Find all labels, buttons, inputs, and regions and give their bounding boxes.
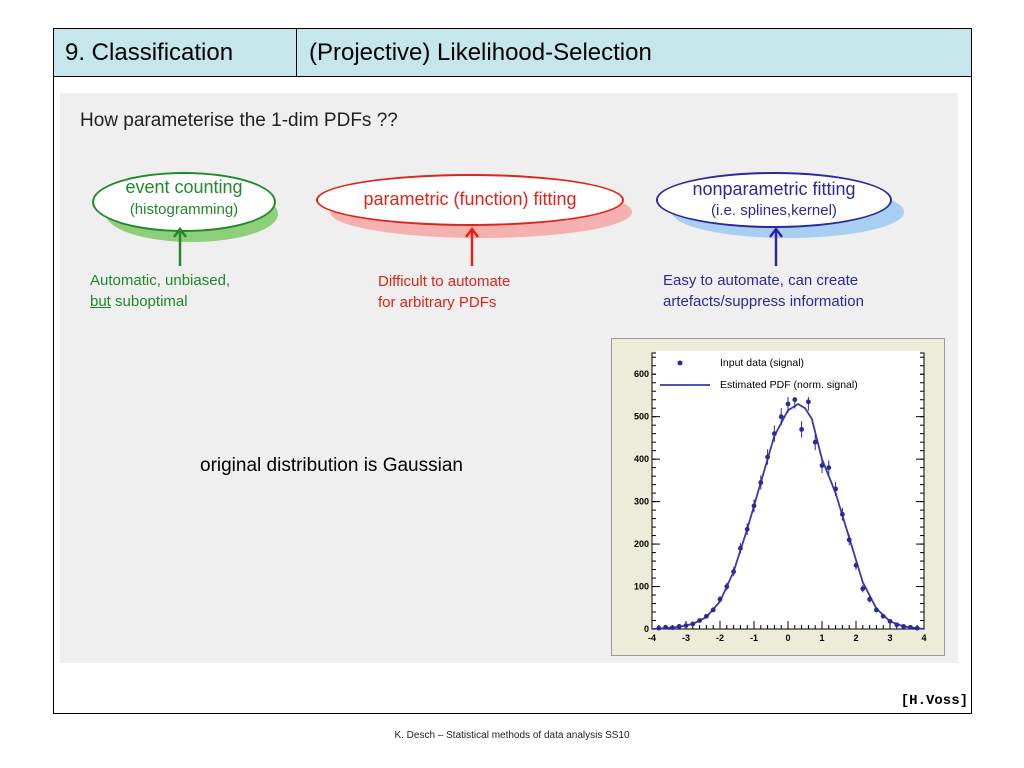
- data-point: [724, 584, 730, 589]
- x-tick-label: 3: [887, 633, 892, 643]
- arrow-up-icon: [465, 226, 479, 266]
- y-tick-label: 600: [634, 369, 649, 379]
- data-point: [683, 623, 689, 629]
- data-point: [663, 624, 668, 630]
- data-point: [710, 607, 716, 613]
- x-tick-label: -3: [682, 633, 690, 643]
- data-point: [731, 569, 736, 575]
- data-point: [833, 486, 838, 492]
- data-point: [880, 613, 886, 619]
- data-point: [853, 562, 859, 568]
- pdf-line: [651, 402, 925, 630]
- section-title: 9. Classification: [65, 39, 234, 66]
- data-point: [867, 596, 872, 602]
- data-point: [860, 586, 866, 592]
- data-point: [812, 439, 818, 445]
- nonparametric-fitting-subtitle: (i.e. splines,kernel): [711, 202, 837, 219]
- x-tick-label: 4: [921, 633, 926, 643]
- note-line-rest: suboptimal: [110, 293, 188, 310]
- data-point: [670, 625, 675, 631]
- pdf-chart: -4 -3 -2 -1 0 1 2 3 4 0 100 200 300 400 500 600 Input da…: [634, 351, 927, 643]
- legend-box: [656, 351, 920, 397]
- data-point: [914, 625, 920, 631]
- event-counting-title: event counting: [125, 177, 243, 197]
- note-line: for arbitrary PDFs: [378, 294, 497, 311]
- data-point: [894, 622, 900, 628]
- y-tick-label: 500: [634, 412, 649, 422]
- data-point: [908, 624, 913, 630]
- data-point: [826, 465, 832, 471]
- data-point: [792, 397, 798, 403]
- data-point: [738, 545, 743, 551]
- data-point: [785, 401, 791, 407]
- slide-header: 9. Classification (Projective) Likelihoo…: [53, 28, 972, 77]
- data-point: [717, 596, 723, 602]
- data-point: [676, 624, 682, 629]
- x-tick-label: 2: [853, 633, 858, 643]
- legend-marker: [677, 360, 683, 366]
- question-text: How parameterise the 1-dim PDFs ??: [80, 110, 398, 131]
- data-point: [778, 414, 784, 420]
- data-point: [758, 480, 764, 485]
- parametric-fitting-title: parametric (function) fitting: [363, 189, 577, 209]
- data-point: [697, 618, 702, 623]
- x-tick-label: -2: [716, 633, 724, 643]
- data-point: [806, 399, 811, 405]
- x-tick-label: 1: [819, 633, 824, 643]
- nonparametric-fitting-oval: nonparametric fitting (i.e. splines,kern…: [656, 172, 892, 228]
- data-point: [874, 607, 879, 613]
- author-reference: [H.Voss]: [900, 693, 968, 709]
- data-point: [656, 625, 662, 631]
- data-point: [744, 526, 750, 532]
- note-line: Difficult to automate: [378, 273, 511, 290]
- gaussian-note: original distribution is Gaussian: [200, 455, 463, 476]
- y-tick-label: 0: [644, 624, 649, 634]
- header-section-cell: [54, 29, 297, 76]
- data-point: [846, 537, 852, 543]
- slide-title: (Projective) Likelihood-Selection: [309, 39, 652, 66]
- legend-label: Estimated PDF (norm. signal): [720, 379, 858, 391]
- parametric-fitting-oval: parametric (function) fitting: [316, 174, 624, 226]
- y-tick-label: 400: [634, 454, 649, 464]
- arrow-up-icon: [769, 226, 783, 266]
- event-counting-note: Automatic, unbiased, but suboptimal: [90, 270, 230, 312]
- data-point: [751, 503, 757, 509]
- note-line: Automatic, unbiased,: [90, 272, 231, 289]
- x-tick-label: -1: [750, 633, 758, 643]
- data-point: [765, 454, 770, 460]
- data-point: [704, 613, 709, 619]
- data-point: [690, 621, 696, 627]
- note-underlined-word: but: [90, 293, 111, 310]
- data-point: [799, 427, 804, 432]
- nonparametric-fitting-note: Easy to automate, can create artefacts/s…: [663, 270, 864, 312]
- pdf-plot: -4 -3 -2 -1 0 1 2 3 4 0 100 200 300 400 500 600 Input da…: [611, 338, 945, 656]
- note-line: but suboptimal: [90, 291, 230, 312]
- data-point: [840, 511, 845, 517]
- parametric-fitting-note: Difficult to automate for arbitrary PDFs: [378, 271, 510, 313]
- data-point: [819, 463, 825, 468]
- y-tick-label: 300: [634, 497, 649, 507]
- x-tick-label: -4: [648, 633, 656, 643]
- nonparametric-fitting-title: nonparametric fitting: [692, 179, 856, 199]
- data-point: [901, 624, 906, 629]
- note-line: Easy to automate, can create: [663, 272, 859, 289]
- footer-credit: K. Desch – Statistical methods of data a…: [394, 730, 630, 741]
- y-tick-label: 100: [634, 582, 649, 592]
- data-point: [772, 431, 777, 437]
- note-line: artefacts/suppress information: [663, 293, 864, 310]
- y-tick-label: 200: [634, 539, 649, 549]
- event-counting-oval: event counting (histogramming): [92, 172, 276, 232]
- legend-label: Input data (signal): [720, 357, 804, 369]
- data-point: [887, 618, 893, 624]
- arrow-up-icon: [173, 226, 187, 266]
- x-tick-label: 0: [785, 633, 790, 643]
- event-counting-subtitle: (histogramming): [129, 201, 239, 218]
